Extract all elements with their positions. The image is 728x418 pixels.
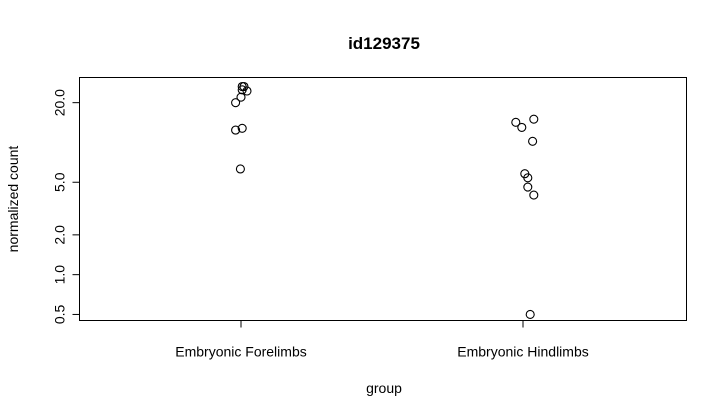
data-point (523, 173, 533, 183)
y-tick-label: 20.0 (52, 89, 68, 116)
y-tick-label: 0.5 (52, 305, 68, 325)
data-point (237, 123, 247, 133)
y-axis-label: normalized count (5, 146, 21, 253)
data-point (511, 117, 521, 127)
y-tick-label: 5.0 (52, 172, 68, 192)
data-point (528, 136, 538, 146)
data-point (525, 309, 535, 320)
data-points (231, 81, 539, 320)
x-tick-label: Embryonic Hindlimbs (457, 344, 588, 360)
x-axis: Embryonic Forelimbs Embryonic Hindlimbs (175, 320, 589, 360)
data-point (236, 92, 246, 102)
data-point (529, 114, 539, 124)
plot-frame (79, 77, 687, 321)
data-point (242, 86, 252, 96)
data-point (523, 182, 533, 192)
x-axis-label: group (366, 380, 402, 396)
data-point (529, 190, 539, 200)
data-point (231, 125, 241, 135)
x-tick-label: Embryonic Forelimbs (175, 344, 306, 360)
y-tick-label: 2.0 (52, 225, 68, 245)
y-tick-label: 1.0 (52, 265, 68, 285)
y-axis: 0.5 1.0 2.0 5.0 20.0 (52, 89, 80, 324)
chart-title: id129375 (348, 34, 420, 53)
data-point (235, 164, 245, 174)
data-point (231, 98, 241, 108)
data-point (517, 122, 527, 132)
